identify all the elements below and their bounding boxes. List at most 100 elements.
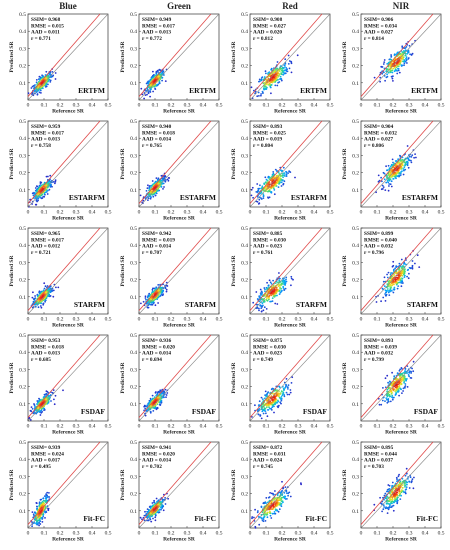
scatter-point [44,193,46,196]
y-tick-label: 0.2 [352,171,359,177]
scatter-point [165,396,167,398]
scatter-point [384,293,386,295]
scatter-point [273,193,276,196]
scatter-point [29,419,32,421]
scatter-point [268,406,270,409]
x-tick-label: 0.4 [89,103,96,109]
method-label: ESTARFM [291,193,327,202]
y-axis-label: Predicted SR [342,362,348,394]
aad-stat: AAD = 0.032 [364,351,393,357]
scatter-point [377,397,380,400]
scatter-point [264,390,267,393]
x-tick-label: 0 [27,531,30,537]
scatter-point [31,296,34,299]
scatter-point [411,267,414,270]
scatter-point [387,392,390,395]
y-tick-label: 0.4 [352,350,359,356]
scatter-point [384,189,387,192]
scatter-point [145,196,147,199]
x-tick-label: 0 [27,103,30,109]
scatter-point [147,81,150,84]
method-label: STARFM [74,300,105,309]
x-axis-label: Reference SR [52,537,85,543]
y-axis-label: Predicted SR [9,148,15,180]
scatter-point [402,51,404,54]
x-axis-label: Reference SR [385,109,418,115]
scatter-point [144,407,147,410]
x-tick-label: 0.1 [374,103,381,109]
scatter-point [404,383,407,385]
scatter-point [155,497,158,500]
scatter-point [384,300,387,302]
scatter-point [261,292,263,295]
scatter-point [250,86,253,89]
panel-ertfm-blue: 0.10.20.30.40.50 0.1 0.2 0.3 0.4 0.5Reference… [9,12,112,115]
x-tick-label: 0.1 [263,210,270,216]
scatter-point [282,285,285,288]
scatter-point [388,185,390,187]
y-tick-label: 0.3 [19,474,26,480]
r-stat: r = 0.796 [364,250,384,256]
scatter-point [381,184,384,187]
scatter-point [384,377,387,380]
scatter-point [164,497,167,499]
scatter-point [147,184,149,187]
scatter-point [167,497,170,500]
scatter-point [383,178,386,181]
scatter-point [257,413,260,416]
x-tick-label: 0.4 [311,103,318,109]
scatter-point [267,196,269,199]
y-axis-label: Predicted SR [120,41,126,73]
scatter-point [411,264,414,267]
ssim-stat: SSIM= 0.908 [253,17,283,23]
scatter-point [44,517,46,519]
scatter-point [269,407,271,410]
scatter-point [386,175,388,178]
aad-stat: AAD = 0.017 [31,458,60,464]
scatter-point [162,188,164,190]
scatter-point [39,182,42,185]
x-tick-label: 0.4 [422,424,429,430]
scatter-point [403,166,406,169]
scatter-point [258,187,261,190]
scatter-point [148,90,151,92]
scatter-point [40,517,43,519]
rmse-stat: RMSE = 0.027 [253,23,286,29]
scatter-point [258,309,260,312]
regression-line [138,120,212,204]
scatter-point [388,294,391,296]
scatter-point [287,172,289,175]
x-tick-label: 0 [138,210,141,216]
method-label: ESTARFM [402,193,438,202]
scatter-point [34,297,37,299]
x-tick-label: 0 [27,317,30,323]
scatter-point [413,156,415,159]
scatter-point [266,86,268,89]
scatter-point [406,145,409,147]
scatter-point [258,300,261,303]
scatter-point [403,64,405,67]
y-axis-label: Predicted SR [342,255,348,287]
method-label: FSDAF [81,407,106,416]
scatter-point [54,180,57,183]
scatter-point [284,63,287,65]
x-tick-label: 0.5 [327,424,334,430]
aad-stat: AAD = 0.023 [253,244,282,250]
scatter-point [285,68,288,71]
scatter-point [167,179,170,182]
scatter-point [148,186,151,188]
y-axis-label: Predicted SR [9,469,15,501]
scatter-point [280,390,283,393]
scatter-point [281,173,284,175]
scatter-point [393,54,396,56]
scatter-point [33,298,36,301]
scatter-point [141,93,144,96]
scatter-point [31,525,33,528]
scatter-point [258,95,260,97]
scatter-point [377,180,380,183]
scatter-point [282,393,284,395]
x-tick-label: 0.5 [216,317,223,323]
scatter-point [398,71,401,74]
scatter-point [260,307,263,309]
y-tick-label: 0.5 [19,333,26,339]
